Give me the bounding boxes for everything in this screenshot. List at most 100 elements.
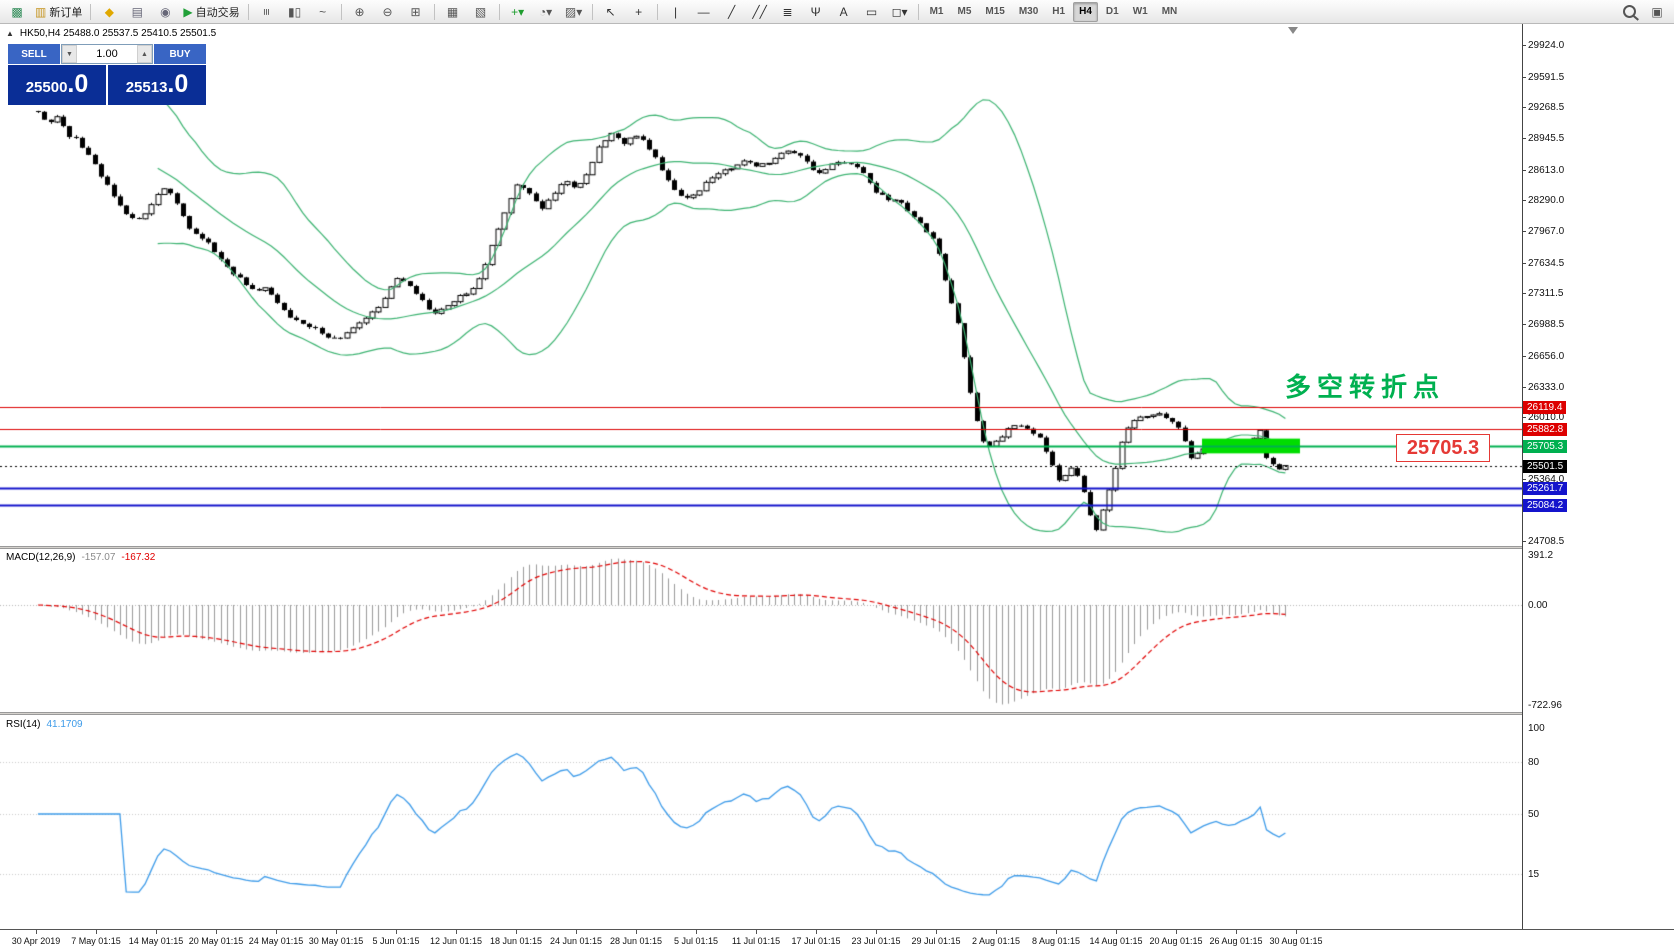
price-callout-label[interactable]: 25705.3	[1396, 434, 1490, 462]
price-tickmark	[1522, 417, 1526, 419]
bar-chart-mode-button[interactable]: ≡	[254, 1, 280, 23]
line-chart-mode-button[interactable]: ~	[310, 1, 336, 23]
timeframe-H1[interactable]: H1	[1052, 6, 1066, 17]
chart-ohlc-info: ▲ HK50,H4 25488.0 25537.5 25410.5 25501.…	[6, 28, 216, 39]
time-axis-label: 20 Aug 01:15	[1149, 936, 1203, 946]
toolbar-separator	[90, 3, 92, 20]
volume-input[interactable]: 1.00	[96, 48, 118, 60]
text-label-button[interactable]: ▭	[859, 1, 885, 23]
toolbar-separator	[340, 3, 342, 20]
time-axis-label: 20 May 01:15	[188, 936, 244, 946]
timeframe-M1[interactable]: M1	[929, 6, 944, 17]
add-indicator-button[interactable]: +▾	[505, 1, 531, 23]
tile-windows-button[interactable]: ⊞	[403, 1, 429, 23]
new-order-button-label: 新订单	[49, 6, 83, 19]
vertical-line-button[interactable]: |	[663, 1, 689, 23]
volume-increase-button[interactable]: ▲	[137, 45, 152, 63]
time-tickmark	[816, 930, 817, 934]
strategy-tester-button[interactable]: ▧	[468, 1, 494, 23]
price-axis-tick: 28945.5	[1528, 133, 1565, 145]
buy-price-main: 25513	[125, 79, 168, 96]
timeframe-H4[interactable]: H4	[1073, 1, 1098, 22]
time-tickmark	[456, 930, 457, 934]
price-axis-line	[1522, 24, 1523, 929]
macd-indicator-canvas[interactable]	[0, 549, 1522, 712]
time-axis-label: 5 Jun 01:15	[372, 936, 420, 946]
chart-shift-marker[interactable]	[1288, 27, 1298, 34]
template-button[interactable]: ▨▾	[561, 1, 587, 23]
price-axis-tick: 26333.0	[1528, 381, 1565, 393]
time-tickmark	[996, 930, 997, 934]
time-axis-label: 24 May 01:15	[248, 936, 304, 946]
text-icon: A	[839, 4, 848, 19]
channel-button[interactable]: ╱╱	[747, 1, 773, 23]
crosshair-button[interactable]: +	[626, 1, 652, 23]
search-button[interactable]	[1616, 1, 1642, 23]
price-tickmark	[1522, 355, 1526, 357]
trendline-button[interactable]: ╱	[719, 1, 745, 23]
metaeditor-button[interactable]: ◆	[96, 1, 122, 23]
time-axis[interactable]: 30 Apr 2019 7 May 01:15 14 May 01:15 20 May…	[0, 929, 1674, 950]
pitchfork-button[interactable]: Ψ	[803, 1, 829, 23]
macd-label: MACD(12,26,9) -157.07 -167.32	[6, 552, 155, 563]
one-click-collapse-arrow[interactable]: ▲	[6, 29, 14, 38]
buy-price[interactable]: 25513.0	[108, 65, 206, 105]
autotrading-button[interactable]: ▶ 自动交易	[180, 1, 242, 23]
cursor-button[interactable]: ↖	[598, 1, 624, 23]
app-chart-icon-button[interactable]: ▩	[4, 1, 30, 23]
buy-button[interactable]: BUY	[154, 44, 206, 64]
time-tickmark	[756, 930, 757, 934]
toolbar-separator	[433, 3, 435, 20]
sell-price[interactable]: 25500.0	[8, 65, 106, 105]
data-window-button[interactable]: ◉	[152, 1, 178, 23]
new-order-button[interactable]: ▥ 新订单	[32, 1, 85, 23]
time-axis-label: 17 Jul 01:15	[791, 936, 841, 946]
timeframe-MN[interactable]: MN	[1161, 6, 1178, 17]
rsi-label: RSI(14) 41.1709	[6, 719, 83, 730]
timeframe-M15[interactable]: M15	[985, 6, 1005, 17]
price-axis-tick: 25364.0	[1528, 473, 1565, 485]
turning-point-annotation[interactable]: 多空转折点	[1285, 372, 1446, 402]
rsi-axis-tick: 80	[1528, 757, 1540, 769]
volume-decrease-button[interactable]: ▼	[62, 45, 77, 63]
price-tickmark	[1522, 138, 1526, 140]
zoom-in-button[interactable]: ⊕	[347, 1, 373, 23]
rsi-indicator-canvas[interactable]	[0, 715, 1522, 929]
price-chart-canvas[interactable]	[0, 24, 1522, 546]
time-axis-label: 29 Jul 01:15	[911, 936, 961, 946]
periods-button[interactable]: ◔▾	[533, 1, 559, 23]
price-axis-tick: 27634.5	[1528, 257, 1565, 269]
arrange-windows-button[interactable]: ▦	[440, 1, 466, 23]
tile-windows-icon: ⊞	[410, 4, 421, 19]
sell-button[interactable]: SELL	[8, 44, 60, 64]
panel-splitter[interactable]	[0, 712, 1674, 715]
price-axis-tick: 29591.5	[1528, 71, 1565, 83]
autotrading-button-label: 自动交易	[195, 6, 240, 19]
toolbar-separator	[247, 3, 249, 20]
time-tickmark	[1296, 930, 1297, 934]
timeframe-M30[interactable]: M30	[1018, 6, 1039, 17]
text-button[interactable]: A	[831, 1, 857, 23]
app-chart-icon-icon: ▩	[11, 4, 23, 19]
rsi-value: 41.1709	[46, 719, 83, 730]
metaeditor-icon: ◆	[104, 4, 114, 19]
layout-button[interactable]: ▣	[1644, 1, 1670, 23]
fibonacci-button[interactable]: ≣	[775, 1, 801, 23]
timeframe-M5[interactable]: M5	[957, 6, 972, 17]
price-tickmark	[1522, 231, 1526, 233]
trendline-icon: ╱	[727, 4, 736, 19]
horizontal-line-button[interactable]: —	[691, 1, 717, 23]
candle-chart-mode-button[interactable]: ▮▯	[282, 1, 308, 23]
timeframe-D1[interactable]: D1	[1105, 6, 1119, 17]
panel-splitter[interactable]	[0, 546, 1674, 549]
price-axis[interactable]	[1522, 24, 1674, 929]
zoom-out-button[interactable]: ⊖	[375, 1, 401, 23]
time-axis-label: 23 Jul 01:15	[851, 936, 901, 946]
timeframe-W1[interactable]: W1	[1132, 6, 1148, 17]
text-label-icon: ▭	[865, 4, 878, 19]
bar-chart-mode-icon: ≡	[259, 7, 274, 16]
toolbar-separator	[591, 3, 593, 20]
market-watch-button[interactable]: ▤	[124, 1, 150, 23]
shapes-button[interactable]: ◻▾	[887, 1, 913, 23]
